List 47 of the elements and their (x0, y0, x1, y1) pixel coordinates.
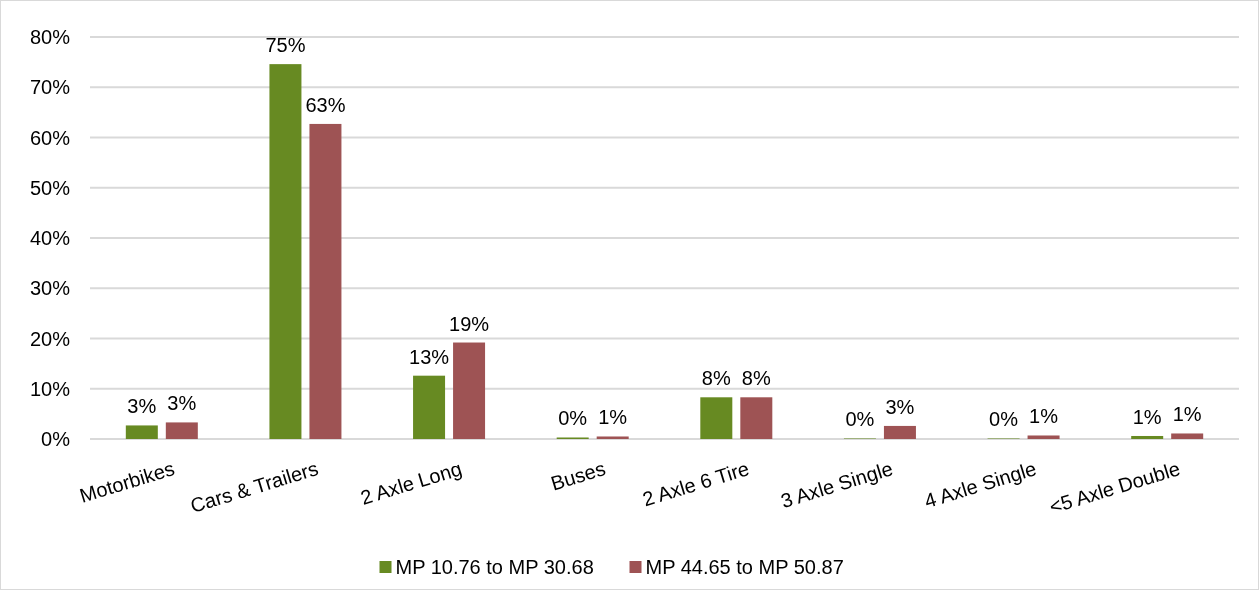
bar (883, 425, 916, 439)
bar (1027, 435, 1060, 439)
data-label: 3% (167, 392, 197, 415)
bar (740, 397, 773, 439)
y-tick-label: 0% (41, 428, 71, 450)
data-label: 8% (741, 367, 771, 390)
data-label: 1% (598, 406, 628, 429)
data-label: 1% (1029, 405, 1059, 428)
data-label: 3% (885, 395, 915, 418)
bar (413, 375, 446, 439)
legend-label: MP 10.76 to MP 30.68 (395, 556, 594, 578)
x-tick-label: Buses (548, 457, 608, 495)
bar (309, 123, 342, 439)
y-tick-label: 70% (29, 76, 71, 99)
bar (700, 397, 733, 439)
x-tick-label: 4 Axle Single (921, 457, 1039, 513)
data-label: 0% (989, 408, 1019, 431)
data-label: 75% (265, 34, 306, 57)
y-tick-label: 10% (29, 377, 71, 400)
y-tick-label: 20% (29, 327, 71, 350)
x-tick-label: 2 Axle Long (357, 457, 465, 509)
bar (269, 64, 302, 439)
data-label: 1% (1132, 405, 1162, 428)
y-tick-label: 80% (29, 26, 71, 48)
x-tick-label: 2 Axle 6 Tire (639, 457, 752, 511)
data-label: 1% (1172, 403, 1202, 426)
x-tick-label: Cars & Trailers (187, 457, 321, 517)
data-label: 13% (409, 345, 450, 368)
data-label: 63% (305, 93, 346, 116)
bar (125, 425, 158, 439)
x-tick-label: 3 Axle Single (778, 457, 896, 513)
legend-label: MP 44.65 to MP 50.87 (645, 556, 844, 578)
data-label: 0% (845, 408, 875, 431)
data-label: 3% (127, 395, 157, 418)
y-tick-label: 30% (29, 277, 71, 300)
bar (1131, 435, 1164, 439)
bar (453, 342, 486, 439)
data-label: 0% (558, 407, 588, 430)
y-tick-label: 60% (29, 126, 71, 149)
bar (596, 436, 629, 439)
data-label: 19% (449, 312, 490, 335)
y-tick-label: 50% (29, 176, 71, 199)
bar (165, 422, 198, 439)
y-tick-label: 40% (29, 227, 71, 249)
data-label: 8% (701, 367, 731, 390)
x-tick-label: <5 Axle Double (1046, 457, 1183, 518)
bar (1171, 433, 1204, 439)
